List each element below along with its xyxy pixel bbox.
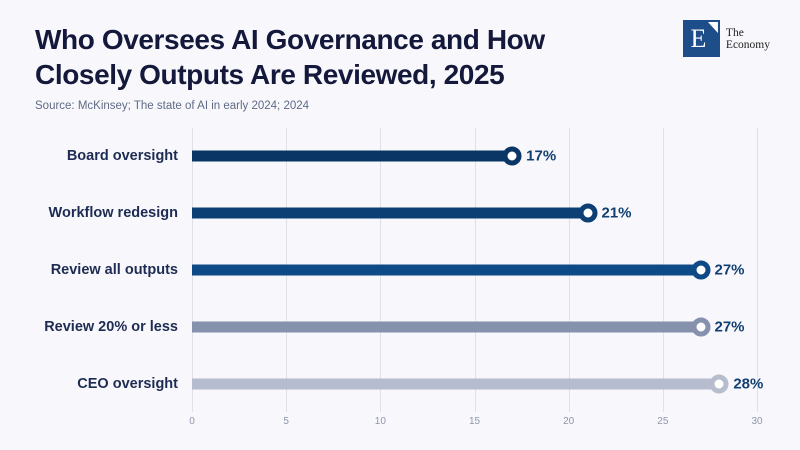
category-label: Workflow redesign: [48, 205, 178, 221]
bar: [192, 378, 720, 390]
logo-square: E: [682, 20, 720, 57]
category-label: Review all outputs: [50, 262, 178, 278]
lollipop-dot: [691, 317, 710, 337]
source-note: Source: McKinsey; The state of AI in ear…: [35, 100, 310, 112]
category-label: Board oversight: [66, 148, 178, 164]
lollipop-dot: [502, 146, 522, 166]
bar: [192, 264, 701, 276]
x-tick-label: 5: [283, 416, 289, 427]
x-tick-label: 0: [189, 416, 195, 427]
x-tick-label: 20: [563, 416, 575, 427]
x-axis: 0 5 10 15 20 25 30: [189, 416, 762, 432]
plot-area: 17% 21% 27% 27% 28%: [192, 128, 763, 412]
x-tick-label: 30: [751, 416, 763, 427]
page-title: Who Oversees AI Governance and How Close…: [35, 22, 655, 92]
value-label: 28%: [733, 375, 764, 393]
gridline: [757, 128, 758, 412]
logo-name-line-1: The: [725, 26, 744, 39]
category-label: Review 20% or less: [44, 319, 178, 335]
title-line-1: Who Oversees AI Governance and How: [35, 24, 545, 55]
category-labels: Board oversight Workflow redesign Review a…: [0, 128, 178, 412]
value-label: 17%: [526, 147, 557, 165]
lollipop-dot: [709, 374, 729, 394]
logo-monogram: E: [690, 23, 707, 53]
x-tick-label: 15: [468, 416, 481, 427]
value-label: 27%: [714, 318, 745, 336]
bar: [192, 207, 588, 219]
title-line-2: Closely Outputs Are Reviewed, 2025: [35, 59, 505, 90]
bar: [192, 150, 513, 162]
value-label: 27%: [714, 261, 745, 279]
lollipop-dot: [578, 203, 597, 223]
bar: [192, 321, 701, 333]
logo-name-line-2: Economy: [725, 38, 770, 51]
lollipop-dot: [691, 260, 710, 280]
category-label: CEO oversight: [77, 376, 178, 392]
logo-name: The Economy: [726, 27, 770, 51]
logo-quote-mark-icon: [707, 22, 718, 33]
logo: E The Economy: [682, 20, 770, 57]
x-tick-label: 10: [374, 416, 386, 427]
value-label: 21%: [601, 204, 632, 222]
x-tick-label: 25: [657, 416, 669, 427]
